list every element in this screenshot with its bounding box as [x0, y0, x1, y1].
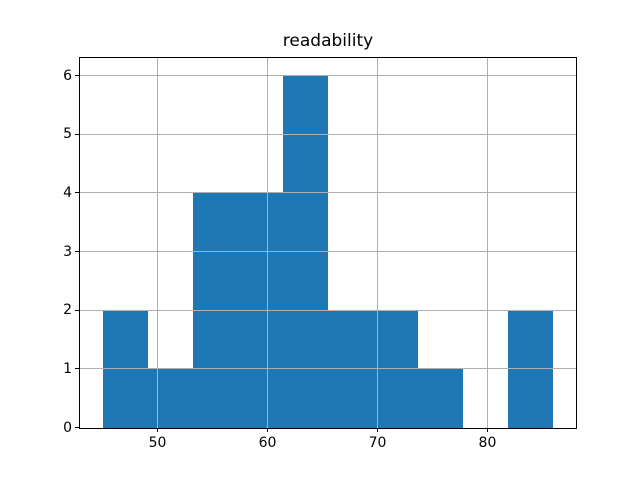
x-tick-mark [157, 428, 159, 432]
horizontal-gridline [80, 309, 576, 311]
vertical-gridline [376, 58, 378, 428]
vertical-gridline [267, 58, 268, 428]
vertical-gridline [486, 58, 488, 428]
y-tick-label: 6 [63, 67, 72, 84]
x-tick-mark [267, 428, 268, 432]
horizontal-gridline [80, 251, 576, 253]
x-tick-label: 60 [258, 435, 277, 451]
y-tick-label: 2 [63, 302, 72, 319]
horizontal-gridline [80, 133, 576, 135]
x-tick-label: 70 [368, 435, 387, 451]
horizontal-gridline [80, 368, 576, 370]
y-tick-mark [75, 368, 79, 370]
y-tick-label: 0 [63, 419, 72, 436]
y-tick-label: 5 [63, 126, 72, 143]
y-tick-mark [75, 133, 79, 135]
y-tick-mark [75, 251, 79, 253]
x-tick-mark [486, 428, 488, 432]
x-tick-mark [376, 428, 378, 432]
chart-title: readability [282, 31, 374, 51]
y-tick-label: 3 [63, 243, 72, 260]
y-tick-mark [75, 427, 79, 429]
horizontal-gridline [80, 192, 576, 194]
histogram-bar [418, 368, 464, 428]
y-tick-mark [75, 192, 79, 194]
horizontal-gridline [80, 75, 576, 77]
x-tick-label: 50 [148, 435, 167, 451]
vertical-gridline [157, 58, 159, 428]
plot-area [79, 57, 577, 429]
y-tick-label: 4 [63, 184, 72, 201]
y-tick-mark [75, 309, 79, 311]
y-tick-label: 1 [63, 360, 72, 377]
y-tick-mark [75, 75, 79, 77]
histogram-bar [147, 368, 193, 428]
x-tick-label: 80 [478, 435, 497, 451]
